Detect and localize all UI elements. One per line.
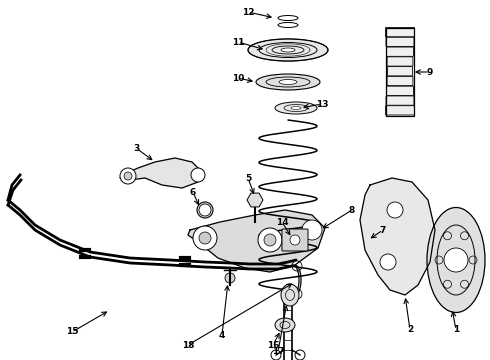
Text: 3: 3 [133,144,139,153]
FancyBboxPatch shape [387,57,413,66]
Polygon shape [120,158,202,188]
FancyBboxPatch shape [388,67,413,76]
Text: 11: 11 [232,37,244,46]
Circle shape [199,232,211,244]
Polygon shape [360,178,435,295]
Text: 14: 14 [276,217,288,226]
Circle shape [295,350,305,360]
Ellipse shape [197,202,213,218]
Circle shape [258,228,282,252]
Text: 10: 10 [232,73,244,82]
Text: 13: 13 [316,99,328,108]
Ellipse shape [275,318,295,332]
Circle shape [271,350,281,360]
Circle shape [380,254,396,270]
Text: 4: 4 [219,330,225,339]
Circle shape [444,248,468,272]
Circle shape [264,234,276,246]
Text: 16: 16 [267,341,279,350]
Ellipse shape [291,107,301,109]
Text: 1: 1 [453,325,459,334]
Circle shape [290,235,300,245]
Ellipse shape [279,80,297,85]
FancyBboxPatch shape [387,76,413,86]
Circle shape [191,168,205,182]
FancyBboxPatch shape [282,229,308,251]
Ellipse shape [275,102,317,114]
Ellipse shape [427,207,485,312]
Text: 6: 6 [190,188,196,197]
Text: 7: 7 [380,225,386,234]
FancyBboxPatch shape [387,47,414,56]
Text: 17: 17 [271,347,284,356]
Bar [386,28,414,116]
Ellipse shape [281,284,299,306]
Circle shape [225,273,235,283]
Text: 15: 15 [66,328,78,337]
Circle shape [124,172,132,180]
Circle shape [199,204,211,216]
Circle shape [120,168,136,184]
Ellipse shape [281,48,295,52]
Circle shape [387,202,403,218]
Text: 12: 12 [242,8,254,17]
Circle shape [292,289,302,299]
Text: 9: 9 [427,68,433,77]
Text: 8: 8 [349,206,355,215]
FancyBboxPatch shape [387,86,414,95]
Circle shape [292,261,302,271]
Text: 18: 18 [182,341,194,350]
Ellipse shape [248,39,328,61]
FancyBboxPatch shape [386,37,414,46]
FancyBboxPatch shape [386,96,414,105]
Circle shape [302,220,322,240]
Circle shape [193,226,217,250]
Polygon shape [188,210,325,272]
FancyBboxPatch shape [386,27,415,37]
FancyBboxPatch shape [386,106,415,115]
Text: 5: 5 [245,174,251,183]
Ellipse shape [256,74,320,90]
Text: 2: 2 [407,325,413,334]
